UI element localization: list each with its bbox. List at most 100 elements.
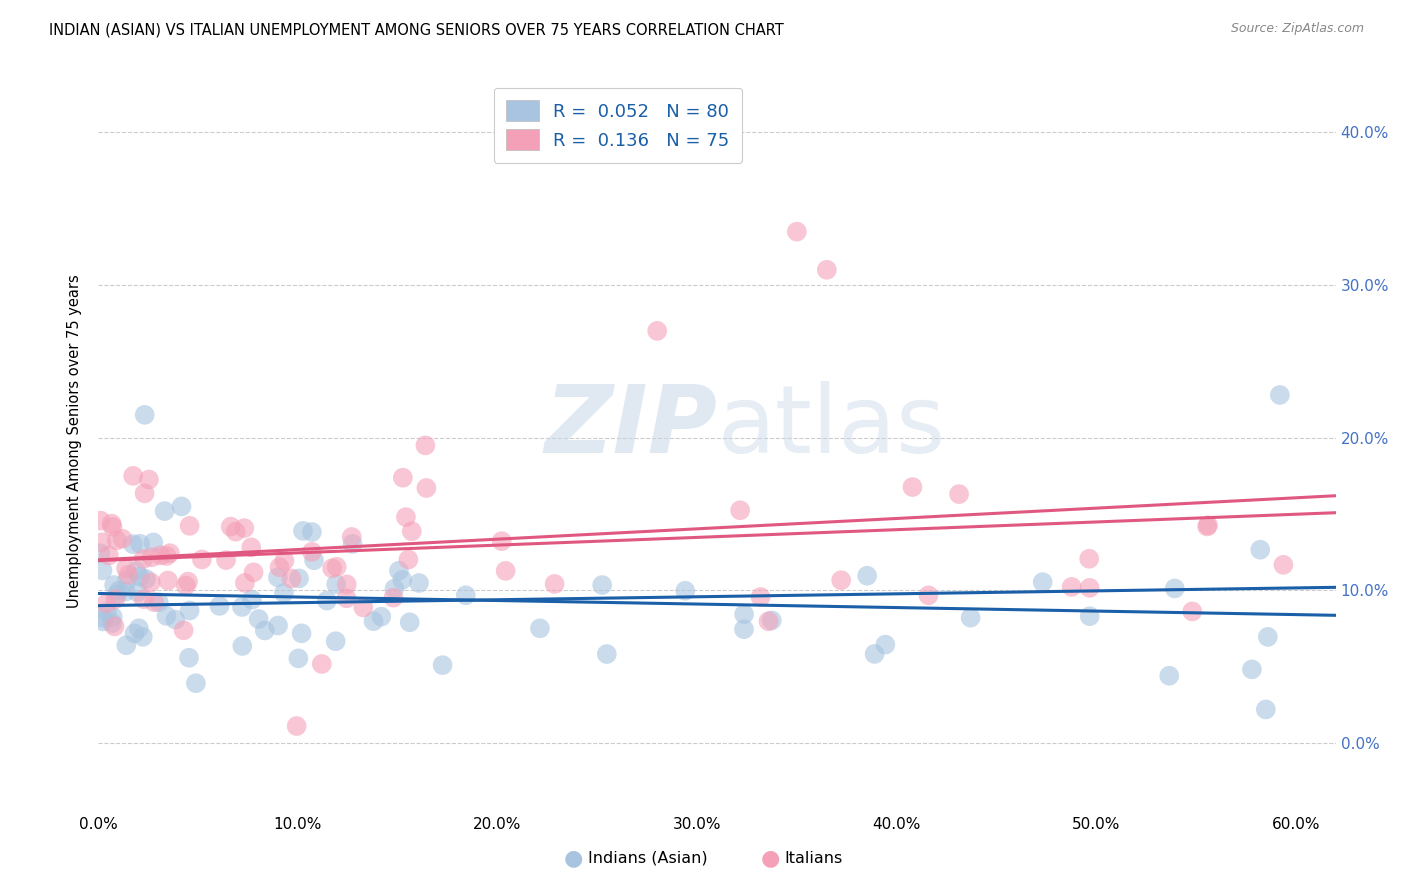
Point — [269, 560, 291, 574]
Point — [142, 535, 165, 549]
Point — [170, 500, 193, 514]
Point — [382, 591, 405, 605]
Point — [285, 719, 308, 733]
Point — [370, 609, 392, 624]
Point — [1197, 519, 1219, 533]
Point — [1078, 581, 1101, 595]
Point — [101, 520, 124, 534]
Point — [242, 566, 264, 580]
Point — [415, 438, 437, 452]
Text: Italians: Italians — [785, 851, 842, 865]
Point — [231, 600, 253, 615]
Point — [645, 324, 668, 338]
Point — [591, 578, 613, 592]
Point — [134, 486, 156, 500]
Point — [128, 621, 150, 635]
Point — [1240, 662, 1263, 676]
Point — [132, 630, 155, 644]
Point — [758, 614, 780, 628]
Text: INDIAN (ASIAN) VS ITALIAN UNEMPLOYMENT AMONG SENIORS OVER 75 YEARS CORRELATION C: INDIAN (ASIAN) VS ITALIAN UNEMPLOYMENT A… — [49, 22, 785, 37]
Point — [115, 638, 138, 652]
Point — [267, 618, 290, 632]
Point — [231, 639, 253, 653]
Point — [96, 596, 118, 610]
Point — [401, 524, 423, 539]
Point — [875, 638, 897, 652]
Point — [432, 658, 454, 673]
Point — [1272, 558, 1295, 572]
Point — [107, 583, 129, 598]
Point — [384, 582, 406, 596]
Point — [495, 564, 517, 578]
Point — [1078, 551, 1101, 566]
Point — [129, 569, 152, 583]
Y-axis label: Unemployment Among Seniors over 75 years: Unemployment Among Seniors over 75 years — [67, 275, 83, 608]
Point — [105, 533, 128, 548]
Point — [273, 554, 295, 568]
Text: Indians (Asian): Indians (Asian) — [588, 851, 707, 865]
Point — [124, 626, 146, 640]
Point — [302, 553, 325, 567]
Point — [280, 572, 302, 586]
Point — [148, 595, 170, 609]
Text: ZIP: ZIP — [544, 381, 717, 473]
Point — [177, 574, 200, 589]
Legend: R =  0.052   N = 80, R =  0.136   N = 75: R = 0.052 N = 80, R = 0.136 N = 75 — [494, 87, 742, 163]
Point — [100, 516, 122, 531]
Point — [291, 524, 314, 538]
Point — [89, 546, 111, 560]
Point — [191, 552, 214, 566]
Point — [1078, 609, 1101, 624]
Point — [132, 592, 155, 607]
Text: Source: ZipAtlas.com: Source: ZipAtlas.com — [1230, 22, 1364, 36]
Point — [325, 634, 347, 648]
Point — [135, 572, 157, 586]
Point — [117, 567, 139, 582]
Point — [240, 541, 263, 555]
Point — [101, 610, 124, 624]
Point — [104, 592, 127, 607]
Point — [115, 561, 138, 575]
Point — [325, 577, 347, 591]
Point — [311, 657, 333, 671]
Point — [91, 611, 114, 625]
Point — [114, 584, 136, 599]
Text: atlas: atlas — [717, 381, 945, 473]
Point — [340, 530, 363, 544]
Point — [103, 578, 125, 592]
Point — [1060, 580, 1083, 594]
Point — [165, 613, 187, 627]
Point — [856, 568, 879, 582]
Point — [267, 570, 290, 584]
Point — [543, 577, 565, 591]
Point — [673, 583, 696, 598]
Point — [240, 592, 263, 607]
Point — [761, 614, 783, 628]
Point — [159, 546, 181, 560]
Point — [396, 552, 419, 566]
Point — [122, 469, 145, 483]
Point — [391, 573, 413, 587]
Point — [125, 564, 148, 578]
Point — [139, 575, 162, 590]
Point — [173, 624, 195, 638]
Point — [342, 537, 364, 551]
Point — [247, 612, 270, 626]
Point — [122, 537, 145, 551]
Point — [233, 521, 256, 535]
Point — [103, 619, 125, 633]
Point — [138, 473, 160, 487]
Point — [89, 514, 111, 528]
Point — [90, 535, 112, 549]
Point — [153, 504, 176, 518]
Point — [1159, 669, 1181, 683]
Point — [179, 603, 201, 617]
Point — [174, 578, 197, 592]
Text: ●: ● — [564, 848, 583, 868]
Point — [273, 586, 295, 600]
Point — [786, 225, 808, 239]
Point — [288, 571, 311, 585]
Point — [1268, 388, 1291, 402]
Point — [115, 574, 138, 588]
Point — [1181, 604, 1204, 618]
